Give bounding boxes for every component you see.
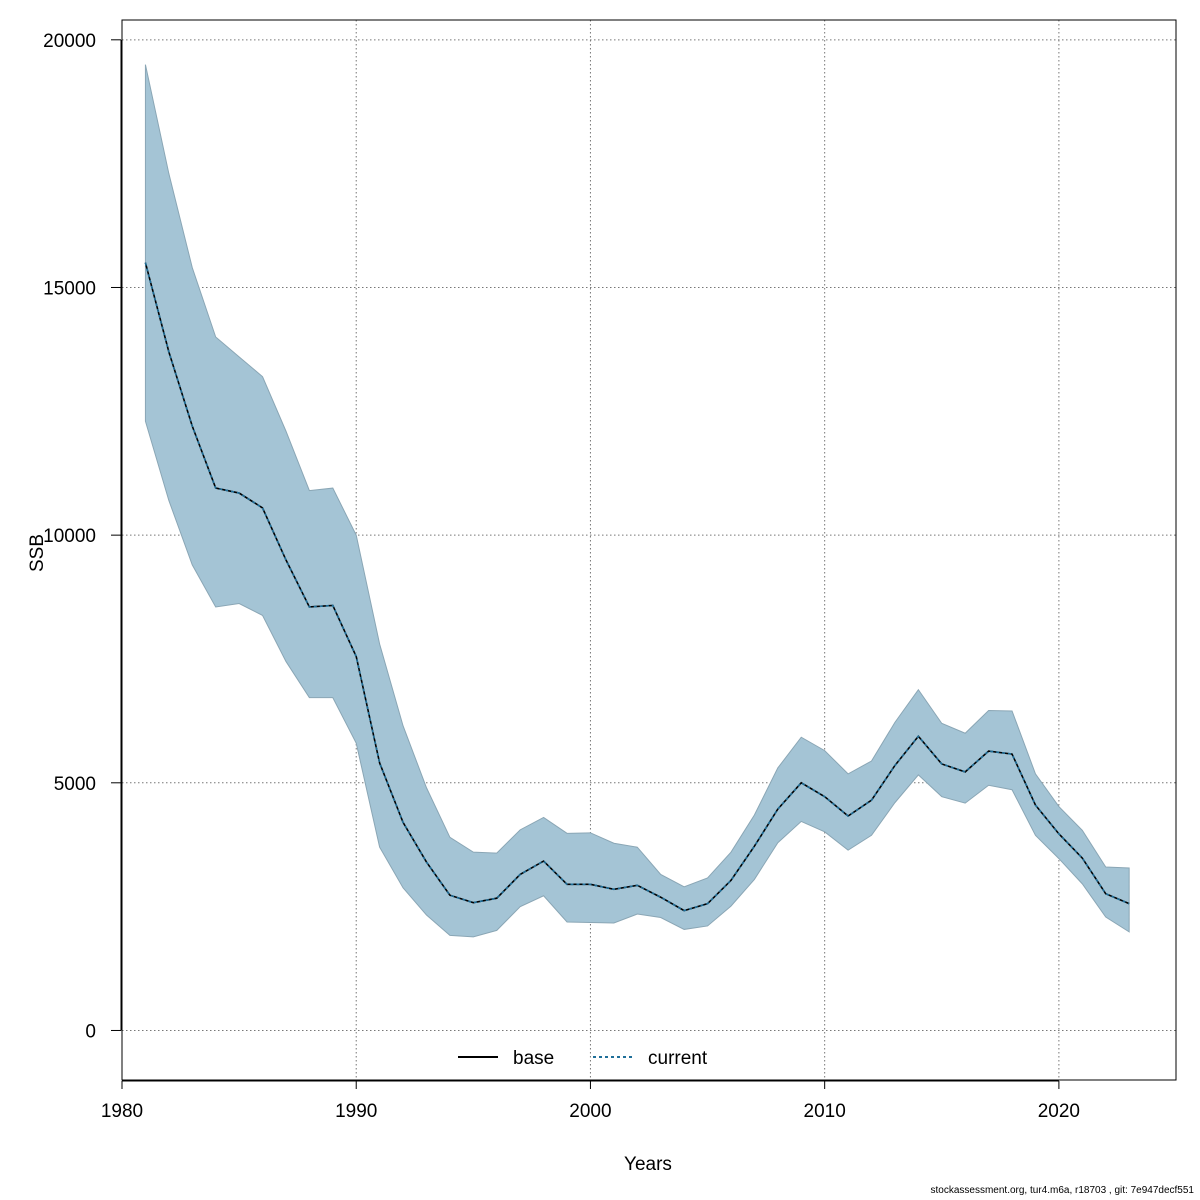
legend-label-base: base [513,1048,554,1069]
series-lines [144,262,1130,912]
x-tick-label: 1980 [101,1101,143,1122]
x-axis-label: Years [624,1154,672,1175]
plot-frame [121,19,1177,1081]
legend: base current [458,1048,708,1069]
legend-label-current: current [648,1048,708,1069]
confidence-band-area [144,64,1130,938]
x-axis: 1980 1990 2000 2010 2020 [101,1080,1080,1122]
x-tick-label: 2020 [1038,1101,1080,1122]
y-tick-label: 0 [85,1021,96,1042]
y-tick-label: 5000 [54,774,96,795]
y-tick-label: 15000 [43,278,96,299]
y-axis: 0 5000 10000 15000 20000 [43,31,122,1042]
x-tick-label: 2000 [569,1101,611,1122]
x-tick-label: 1990 [335,1101,377,1122]
y-tick-label: 10000 [43,526,96,547]
series-line-current [144,262,1130,912]
y-axis-label: SSB [27,534,48,572]
confidence-band [144,64,1130,938]
y-tick-label: 20000 [43,31,96,52]
x-tick-label: 2010 [804,1101,846,1122]
footer-credit: stockassessment.org, tur4.m6a, r18703 , … [930,1185,1195,1196]
